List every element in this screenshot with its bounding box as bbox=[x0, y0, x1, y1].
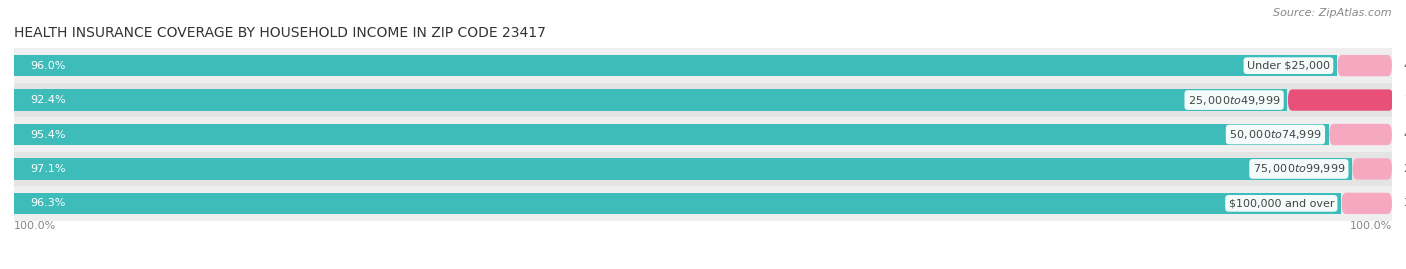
Text: 2.9%: 2.9% bbox=[1403, 164, 1406, 174]
Text: 96.0%: 96.0% bbox=[31, 61, 66, 71]
Text: $25,000 to $49,999: $25,000 to $49,999 bbox=[1188, 94, 1281, 107]
Bar bbox=[14, 89, 1288, 111]
FancyBboxPatch shape bbox=[1329, 124, 1392, 145]
Text: $100,000 and over: $100,000 and over bbox=[1229, 198, 1334, 208]
Text: 96.3%: 96.3% bbox=[31, 198, 66, 208]
Bar bbox=[14, 117, 1392, 152]
Text: 4.0%: 4.0% bbox=[1403, 61, 1406, 71]
Text: Under $25,000: Under $25,000 bbox=[1247, 61, 1330, 71]
Bar bbox=[14, 152, 1392, 186]
Text: 7.7%: 7.7% bbox=[1405, 95, 1406, 105]
Text: Source: ZipAtlas.com: Source: ZipAtlas.com bbox=[1274, 8, 1392, 18]
FancyBboxPatch shape bbox=[1341, 193, 1392, 214]
Bar bbox=[14, 158, 1353, 180]
Text: HEALTH INSURANCE COVERAGE BY HOUSEHOLD INCOME IN ZIP CODE 23417: HEALTH INSURANCE COVERAGE BY HOUSEHOLD I… bbox=[14, 26, 546, 40]
Text: 3.7%: 3.7% bbox=[1403, 198, 1406, 208]
FancyBboxPatch shape bbox=[1337, 55, 1392, 76]
Bar bbox=[14, 55, 1337, 76]
Bar bbox=[14, 186, 1392, 221]
Bar bbox=[14, 193, 1341, 214]
Text: 4.6%: 4.6% bbox=[1403, 129, 1406, 140]
Bar bbox=[14, 124, 1329, 145]
Text: 97.1%: 97.1% bbox=[31, 164, 66, 174]
Text: $50,000 to $74,999: $50,000 to $74,999 bbox=[1229, 128, 1322, 141]
Bar bbox=[14, 48, 1392, 83]
FancyBboxPatch shape bbox=[1353, 158, 1392, 180]
Bar bbox=[14, 83, 1392, 117]
Text: 92.4%: 92.4% bbox=[31, 95, 66, 105]
Text: $75,000 to $99,999: $75,000 to $99,999 bbox=[1253, 162, 1346, 175]
Text: 95.4%: 95.4% bbox=[31, 129, 66, 140]
Text: 100.0%: 100.0% bbox=[14, 221, 56, 231]
Text: 100.0%: 100.0% bbox=[1350, 221, 1392, 231]
FancyBboxPatch shape bbox=[1288, 89, 1393, 111]
Legend: With Coverage, Without Coverage: With Coverage, Without Coverage bbox=[575, 264, 831, 269]
